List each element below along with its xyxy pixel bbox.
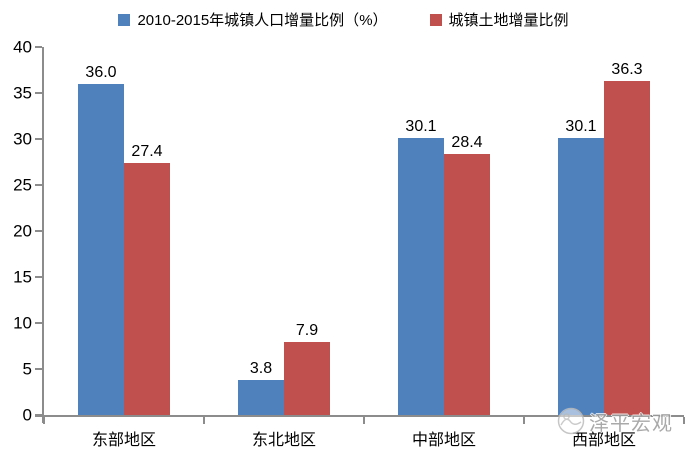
bar-column: 28.4 <box>444 47 490 415</box>
bar-value-label: 36.0 <box>85 63 117 81</box>
category-group: 3.8 7.9 <box>204 47 364 415</box>
x-axis-tick <box>363 417 365 424</box>
y-axis-tick <box>35 322 42 324</box>
y-axis-tick-label: 15 <box>13 267 32 287</box>
category-group: 30.1 36.3 <box>524 47 684 415</box>
x-axis-category-label: 东部地区 <box>91 432 156 449</box>
legend-swatch-land <box>429 13 442 26</box>
zeping-macro-logo-icon <box>557 407 585 435</box>
x-axis-line <box>35 415 684 417</box>
bar-cluster: 30.1 36.3 <box>558 47 650 415</box>
legend: 2010-2015年城镇人口增量比例（%） 城镇土地增量比例 <box>0 9 687 30</box>
y-axis-tick <box>35 184 42 186</box>
x-axis-tick <box>43 417 45 424</box>
bar-series-1 <box>604 81 650 415</box>
bar-value-label: 30.1 <box>405 118 437 136</box>
y-axis-tick <box>35 276 42 278</box>
plot-area: 0 5 10 15 20 25 30 35 40 36.0 27.4 东部地区 3.8 7.9 东北地区 30… <box>13 39 685 449</box>
x-axis-category-label: 中部地区 <box>411 432 476 449</box>
y-axis-tick-label: 40 <box>13 37 32 57</box>
x-axis-category-label: 东北地区 <box>251 432 316 449</box>
bar-value-label: 36.3 <box>611 61 643 79</box>
bar-column: 36.0 <box>78 47 124 415</box>
y-axis-tick <box>35 230 42 232</box>
bar-cluster: 30.1 28.4 <box>398 47 490 415</box>
bar-value-label: 30.1 <box>565 118 597 136</box>
y-axis-tick-label: 35 <box>13 83 32 103</box>
bar-series-1 <box>124 162 170 415</box>
bar-column: 7.9 <box>284 47 330 415</box>
y-axis-tick-label: 20 <box>13 221 32 241</box>
bar-column: 36.3 <box>604 47 650 415</box>
bar-value-label: 27.4 <box>131 142 163 160</box>
category-group: 36.0 27.4 <box>44 47 204 415</box>
y-axis-tick-label: 0 <box>22 405 32 425</box>
y-axis-tick-label: 30 <box>13 129 32 149</box>
bar-series-1 <box>444 153 490 415</box>
legend-swatch-population <box>118 13 131 26</box>
legend-label-land: 城镇土地增量比例 <box>448 12 569 29</box>
y-axis-tick <box>35 46 42 48</box>
bar-series-0 <box>398 138 444 415</box>
bar-series-0 <box>238 380 284 415</box>
bar-column: 27.4 <box>124 47 170 415</box>
y-axis-tick <box>35 92 42 94</box>
y-axis-tick <box>35 414 42 416</box>
y-axis-tick <box>35 138 42 140</box>
x-axis-tick <box>203 417 205 424</box>
bar-value-label: 28.4 <box>451 133 483 151</box>
y-axis-tick-label: 25 <box>13 175 32 195</box>
watermark: 泽平宏观 <box>556 406 673 436</box>
y-axis-line <box>42 47 44 423</box>
y-axis-tick-label: 10 <box>13 313 32 333</box>
bar-cluster: 3.8 7.9 <box>238 47 330 415</box>
category-group: 30.1 28.4 <box>364 47 524 415</box>
bar-column: 30.1 <box>398 47 444 415</box>
bar-column: 30.1 <box>558 47 604 415</box>
y-axis-tick-label: 5 <box>22 359 32 379</box>
x-axis-tick <box>523 417 525 424</box>
legend-item-land: 城镇土地增量比例 <box>429 9 569 30</box>
bar-series-0 <box>78 83 124 415</box>
bar-series-1 <box>284 342 330 415</box>
bar-column: 3.8 <box>238 47 284 415</box>
bar-cluster: 36.0 27.4 <box>78 47 170 415</box>
bar-series-0 <box>558 138 604 415</box>
bar-value-label: 7.9 <box>295 322 319 340</box>
x-axis-category-label: 西部地区 <box>571 432 636 449</box>
bar-value-label: 3.8 <box>249 360 273 378</box>
y-axis-tick <box>35 368 42 370</box>
legend-label-population: 2010-2015年城镇人口增量比例（%） <box>137 12 388 29</box>
x-axis-tick <box>683 417 685 424</box>
legend-item-population: 2010-2015年城镇人口增量比例（%） <box>118 9 388 30</box>
watermark-text: 泽平宏观 <box>589 412 673 435</box>
